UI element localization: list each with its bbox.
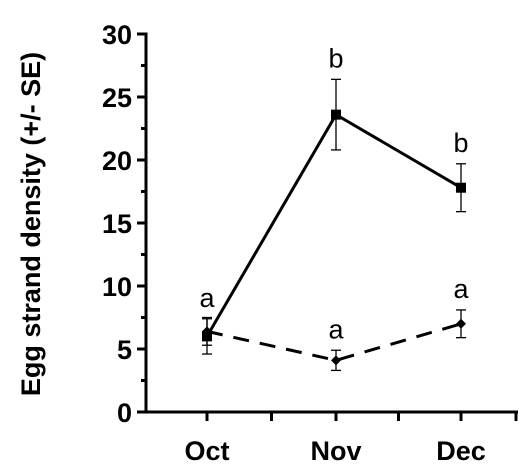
marker-diamond: [202, 326, 212, 337]
y-axis-label: Egg strand density (+/- SE): [16, 52, 46, 396]
x-tick-label-nov: Nov: [310, 436, 361, 466]
y-tick-label: 5: [117, 335, 132, 365]
marker-diamond: [456, 318, 466, 329]
y-tick-label: 10: [102, 272, 132, 302]
y-tick-label: 15: [102, 209, 132, 239]
series-line-solid: [205, 112, 462, 338]
y-tick-label: 25: [102, 83, 132, 113]
significance-label: b: [328, 43, 343, 73]
marker-diamond: [331, 355, 341, 366]
marker-square: [456, 182, 466, 193]
significance-label: a: [199, 283, 215, 313]
significance-label: a: [328, 314, 344, 344]
marker-square: [202, 331, 212, 342]
series-line-dashed: [206, 322, 462, 362]
y-tick-label: 20: [102, 146, 132, 176]
y-tick-label: 0: [117, 398, 132, 428]
data-markers: [202, 109, 466, 366]
significance-labels: a b b a a: [199, 43, 469, 344]
y-tick-label: 30: [102, 20, 132, 50]
x-tick-label-dec: Dec: [436, 436, 486, 466]
significance-label: b: [453, 128, 468, 158]
x-tick-label-oct: Oct: [184, 436, 229, 466]
axes: 0 5 10 15 20 25 30 Oct Nov Dec: [102, 20, 518, 466]
significance-label: a: [453, 274, 469, 304]
marker-square: [331, 109, 341, 120]
